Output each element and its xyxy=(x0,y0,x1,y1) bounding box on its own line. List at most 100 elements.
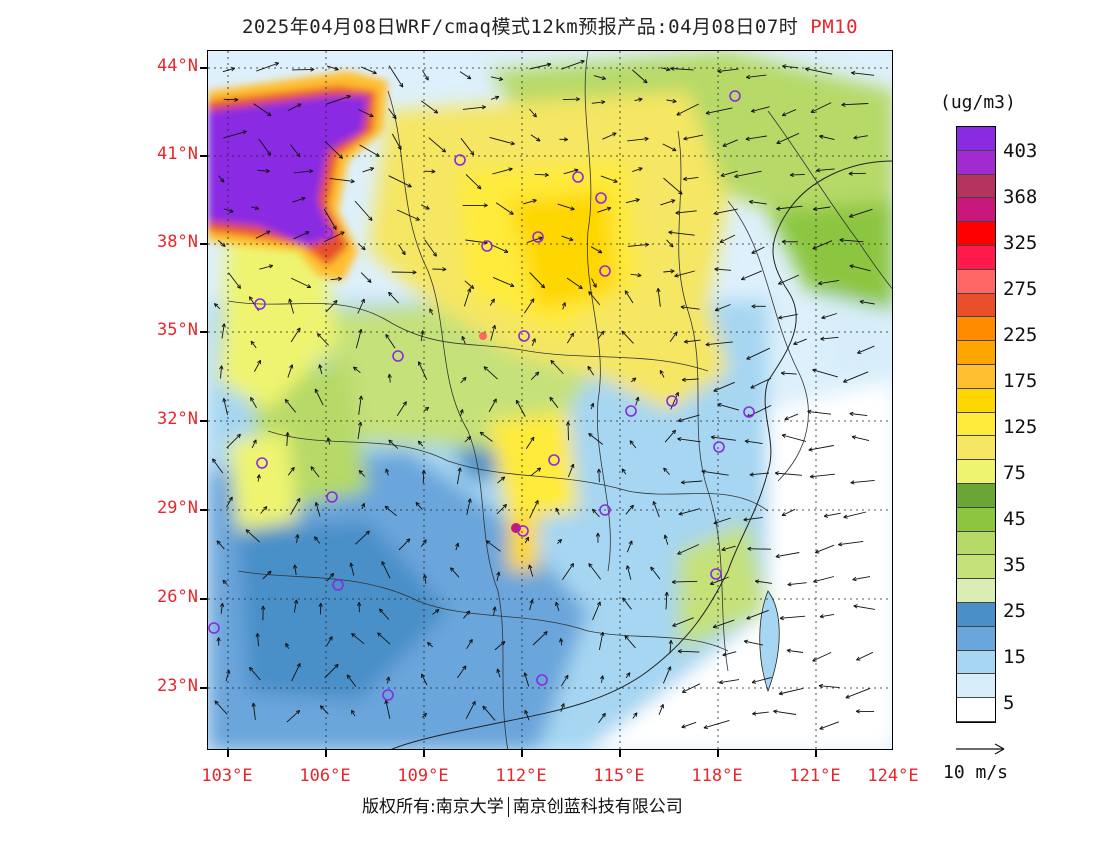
wind-arrow-head xyxy=(483,366,488,371)
wind-arrow xyxy=(755,580,772,584)
wind-arrow xyxy=(816,168,835,172)
wind-arrow xyxy=(560,674,569,687)
wind-arrow xyxy=(450,567,460,578)
wind-arrow xyxy=(223,98,239,101)
wind-arrow xyxy=(819,685,840,689)
wind-arrow-head xyxy=(719,238,724,243)
wind-arrow xyxy=(624,290,634,304)
wind-arrow-head xyxy=(417,361,422,366)
lat-tick xyxy=(200,67,207,69)
legend-swatch xyxy=(957,698,995,722)
wind-arrow xyxy=(663,177,683,195)
station-marker xyxy=(392,350,404,362)
wind-arrow-head xyxy=(260,605,266,610)
wind-arrow-head xyxy=(668,639,673,645)
wind-arrow-head xyxy=(849,411,854,417)
wind-arrow-head xyxy=(809,474,815,479)
wind-arrow xyxy=(751,676,772,683)
wind-arrow xyxy=(525,436,535,449)
wind-arrow-head xyxy=(314,501,319,507)
wind-arrow-head xyxy=(703,724,708,730)
wind-arrow-head xyxy=(236,433,241,439)
wind-arrow xyxy=(490,244,509,253)
wind-arrow-head xyxy=(722,652,727,657)
wind-arrow xyxy=(588,291,601,306)
lon-label-106: 106°E xyxy=(299,766,351,786)
wind-arrow xyxy=(424,239,437,257)
wind-arrow-head xyxy=(746,355,751,360)
wind-arrow xyxy=(674,270,695,277)
wind-arrow-head xyxy=(778,691,784,696)
wind-arrow xyxy=(422,470,425,484)
station-marker xyxy=(599,265,611,277)
wind-arrow-head xyxy=(461,335,466,341)
wind-arrow xyxy=(717,68,739,73)
wind-arrow-head xyxy=(415,216,420,221)
wind-arrow-head xyxy=(841,102,846,107)
wind-arrow xyxy=(223,398,228,416)
wind-arrow xyxy=(326,573,335,582)
wind-arrow-head xyxy=(625,565,631,570)
wind-arrow-head xyxy=(713,210,718,216)
wind-arrow-head xyxy=(352,366,358,371)
wind-arrow-head xyxy=(524,709,529,715)
wind-arrow xyxy=(631,69,648,84)
wind-arrow xyxy=(621,468,627,475)
wind-arrow xyxy=(849,413,868,417)
wind-arrow-head xyxy=(369,167,375,172)
wind-arrow-head xyxy=(718,680,724,685)
lat-label-29: 29°N xyxy=(157,498,198,518)
wind-arrow xyxy=(396,401,407,416)
wind-arrow-head xyxy=(531,338,536,343)
wind-arrow-head xyxy=(852,576,857,582)
wind-arrow xyxy=(377,632,391,645)
wind-arrow-head xyxy=(296,152,301,158)
station-marker xyxy=(254,298,266,310)
wind-arrow xyxy=(456,467,461,485)
wind-arrow xyxy=(250,340,257,349)
wind-arrow-head xyxy=(424,76,429,81)
wind-arrow-head xyxy=(361,245,366,251)
lat-tick xyxy=(200,243,207,245)
wind-arrow xyxy=(587,366,595,376)
wind-arrow-head xyxy=(422,539,427,544)
wind-arrow-head xyxy=(856,656,861,661)
wind-arrow-head xyxy=(293,599,299,604)
wind-arrow xyxy=(593,75,606,80)
vector-reference-label: 10 m/s xyxy=(943,762,1009,783)
wind-arrow xyxy=(530,371,540,381)
wind-arrow xyxy=(849,208,873,218)
wind-arrow xyxy=(427,642,433,648)
wind-arrow xyxy=(808,445,834,451)
station-marker xyxy=(382,689,394,701)
wind-arrow-head xyxy=(334,66,339,71)
wind-arrow-head xyxy=(467,498,472,503)
copyright-footer: 版权所有:南京大学 南京创蓝科技有限公司 xyxy=(362,792,683,817)
wind-arrow-head xyxy=(812,245,817,250)
wind-arrow xyxy=(681,480,703,484)
wind-arrow-head xyxy=(546,62,552,67)
wind-arrow-head xyxy=(274,62,280,67)
wind-arrow xyxy=(857,345,875,354)
wind-arrow-head xyxy=(432,252,437,257)
station-marker xyxy=(517,525,529,537)
wind-arrow xyxy=(591,101,606,104)
wind-arrow xyxy=(659,370,665,378)
wind-arrow-head xyxy=(509,283,515,288)
wind-arrow-head xyxy=(406,538,411,543)
wind-arrow-head xyxy=(819,134,824,139)
wind-arrow-head xyxy=(358,329,363,334)
wind-arrow-head xyxy=(536,137,541,142)
wind-arrow xyxy=(287,103,302,111)
wind-arrow xyxy=(245,529,260,543)
wind-arrow xyxy=(666,99,677,103)
wind-arrow xyxy=(293,599,298,613)
wind-arrow xyxy=(490,325,496,341)
wind-arrow-head xyxy=(268,264,274,269)
wind-arrow xyxy=(626,565,632,580)
lat-label-23: 23°N xyxy=(157,676,198,696)
wind-arrow xyxy=(677,438,701,443)
wind-arrow xyxy=(705,107,733,114)
wind-arrow xyxy=(530,134,541,142)
wind-arrow-head xyxy=(384,505,390,511)
